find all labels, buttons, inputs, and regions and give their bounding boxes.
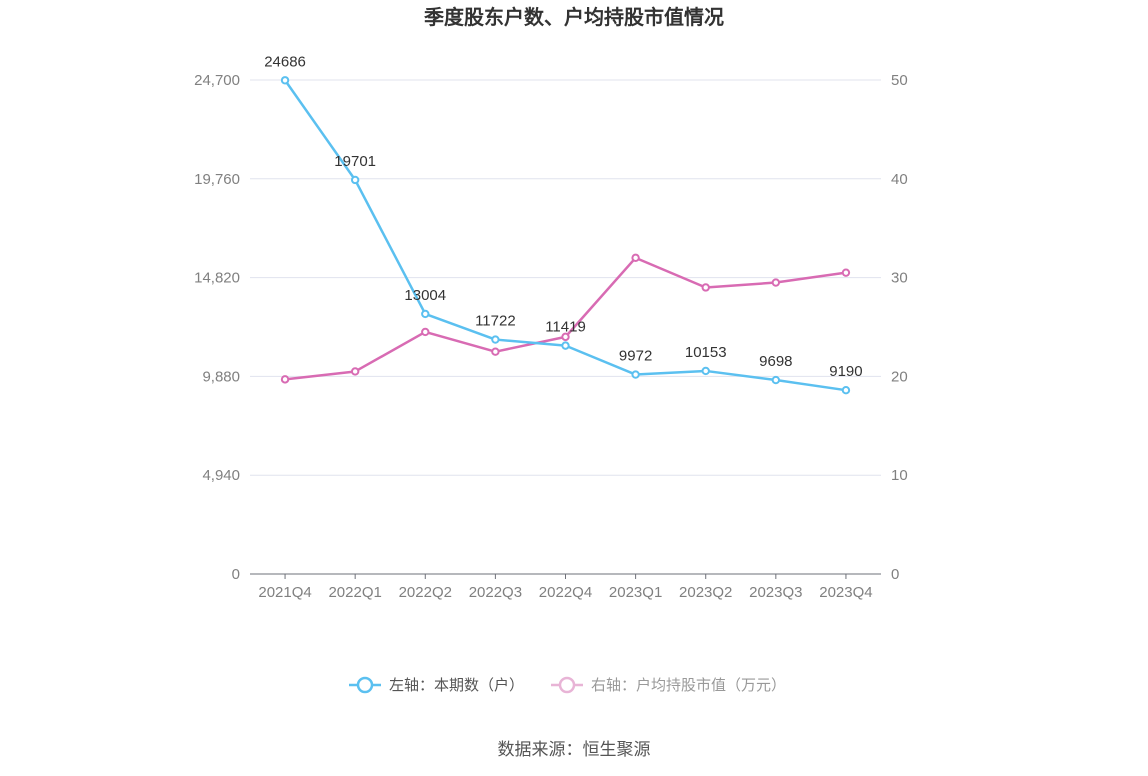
x-axis-tick-label: 2023Q1	[609, 584, 662, 601]
data-point-left[interactable]	[421, 309, 430, 319]
right-axis-tick-label: 30	[891, 270, 908, 287]
data-label: 24686	[264, 53, 306, 70]
left-axis-tick-label: 24,700	[194, 72, 240, 89]
series-layer	[280, 76, 851, 395]
data-point-right[interactable]	[350, 367, 360, 376]
data-point-right[interactable]	[701, 283, 710, 292]
right-axis-tick-label: 0	[891, 566, 899, 583]
left-axis-tick-label: 0	[232, 566, 240, 583]
right-axis-tick-label: 50	[891, 72, 908, 89]
chart-title: 季度股东户数、户均持股市值情况	[423, 5, 724, 29]
left-axis-tick-label: 19,760	[194, 171, 240, 188]
data-point-right[interactable]	[421, 327, 430, 337]
data-point-left[interactable]	[701, 366, 710, 376]
data-point-left[interactable]	[631, 370, 640, 379]
data-point-left[interactable]	[280, 76, 290, 85]
left-axis-tick-label: 9,880	[202, 368, 240, 385]
data-point-right[interactable]	[561, 332, 570, 342]
grid-lines	[250, 79, 881, 476]
x-axis-tick-label: 2023Q2	[679, 584, 732, 601]
data-point-left[interactable]	[771, 375, 781, 385]
data-label: 11419	[545, 319, 586, 336]
data-label: 9190	[829, 363, 862, 380]
x-axis-tick-label: 2022Q3	[469, 584, 522, 601]
data-label: 10153	[685, 344, 727, 361]
legend-label[interactable]: 右轴：户均持股市值（万元）	[591, 677, 786, 694]
data-point-left[interactable]	[491, 335, 500, 344]
data-source: 数据来源：恒生聚源	[498, 740, 651, 759]
data-point-right[interactable]	[841, 268, 851, 277]
x-axis-tick-label: 2022Q1	[328, 584, 381, 601]
right-axis-tick-label: 10	[891, 467, 908, 484]
legend-swatch-marker[interactable]	[558, 676, 576, 694]
legend-swatch-marker[interactable]	[356, 676, 374, 694]
data-point-left[interactable]	[350, 175, 360, 185]
data-label: 9698	[759, 353, 792, 370]
data-point-right[interactable]	[771, 278, 781, 287]
data-labels: 24686 19701 13004 11722 11419 9972 10153 9698 91…	[264, 53, 862, 380]
x-axis-tick-label: 2022Q4	[539, 584, 592, 601]
data-label: 11722	[475, 313, 516, 330]
legend-label[interactable]: 左轴：本期数（户）	[389, 677, 524, 694]
data-point-left[interactable]	[561, 341, 570, 350]
data-label: 13004	[404, 287, 446, 304]
data-point-right[interactable]	[631, 253, 640, 263]
axes: 0 0 4,940 10 9,880 20 14,820 30 19,760 40 24,700 50…	[194, 72, 908, 601]
data-label: 9972	[619, 348, 652, 365]
left-axis-tick-label: 4,940	[202, 467, 240, 484]
right-axis-tick-label: 40	[891, 171, 908, 188]
left-axis-tick-label: 14,820	[194, 270, 240, 287]
data-point-right[interactable]	[280, 375, 290, 384]
data-point-left[interactable]	[841, 386, 851, 395]
legend[interactable]: 左轴：本期数（户） 右轴：户均持股市值（万元）	[349, 676, 786, 694]
x-axis-tick-label: 2021Q4	[258, 584, 311, 601]
data-label: 19701	[334, 153, 376, 170]
x-axis-tick-label: 2022Q2	[399, 584, 452, 601]
x-axis-tick-label: 2023Q3	[749, 584, 802, 601]
data-point-right[interactable]	[491, 347, 500, 356]
x-axis-tick-label: 2023Q4	[819, 584, 872, 601]
right-axis-tick-label: 20	[891, 368, 908, 385]
